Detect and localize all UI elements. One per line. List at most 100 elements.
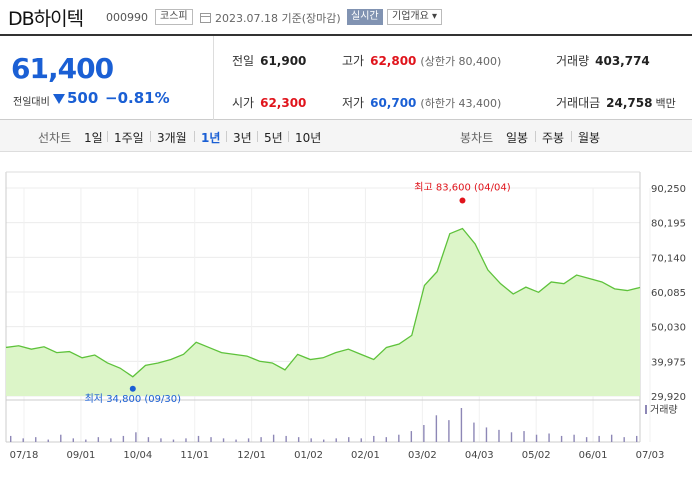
calendar-icon <box>200 13 211 23</box>
y-tick-label: 60,085 <box>651 288 686 299</box>
low-value: 60,700 <box>370 96 417 110</box>
period-1y[interactable]: 1년 <box>201 131 221 145</box>
x-tick-label: 05/02 <box>522 450 551 461</box>
volume-bar <box>523 431 525 442</box>
high-annotation: 최고 83,600 (04/04) <box>414 182 510 194</box>
period-1w[interactable]: 1주일 <box>114 131 144 145</box>
upper-limit: (상한가 80,400) <box>420 55 502 68</box>
separator <box>571 131 572 142</box>
volume-bar <box>247 438 250 442</box>
volume-bar <box>335 438 337 442</box>
separator <box>107 131 108 142</box>
change-label: 전일대비 <box>13 97 50 108</box>
volume-bar <box>360 438 362 442</box>
separator <box>226 131 227 142</box>
period-3y[interactable]: 3년 <box>233 131 252 145</box>
volume-bar <box>235 439 237 442</box>
volume-bar <box>423 425 425 442</box>
volume-bar <box>636 435 638 442</box>
volume-bar <box>285 435 287 442</box>
volume-bar <box>147 437 150 442</box>
volume-legend-swatch <box>645 405 647 414</box>
volume-bar <box>72 438 74 442</box>
x-tick-label: 06/01 <box>579 450 608 461</box>
y-tick-label: 39,975 <box>651 357 686 368</box>
volume-bar <box>60 434 62 442</box>
amount-label: 거래대금 <box>556 96 601 110</box>
realtime-button[interactable]: 실시간 <box>347 9 383 25</box>
market-badge: 코스피 <box>155 9 193 25</box>
lower-limit: (하한가 43,400) <box>420 97 502 110</box>
x-tick-label: 09/01 <box>66 450 95 461</box>
volume-bar <box>310 438 312 442</box>
amount-unit: 백만 <box>655 97 676 110</box>
stock-code: 000990 <box>106 11 148 24</box>
open-label: 시가 <box>232 96 255 110</box>
x-tick-label: 07/03 <box>636 450 665 461</box>
high-label: 고가 <box>342 54 365 68</box>
date-text: 2023.07.18 기준(장마감) <box>215 12 341 25</box>
volume-bar <box>510 432 513 442</box>
candle-weekly[interactable]: 주봉 <box>542 131 565 145</box>
volume-bar <box>623 437 625 442</box>
volume-bar <box>35 437 37 442</box>
change-rate: −0.81% <box>105 89 170 107</box>
volume-bar <box>122 435 125 442</box>
volume-bar <box>10 435 12 442</box>
price-chart[interactable]: 90,250 80,195 70,140 60,085 50,030 39,975 29,9… <box>0 152 692 473</box>
candle-monthly[interactable]: 월봉 <box>578 131 601 145</box>
volume-bar <box>573 434 575 442</box>
period-3m[interactable]: 3개월 <box>157 131 187 145</box>
period-toolbar: 선차트 1일 1주일 3개월 1년 3년 5년 10년 봉차트 일봉 주봉 월봉 <box>0 120 692 152</box>
volume-bar <box>47 439 49 442</box>
volume-bar <box>272 434 275 442</box>
x-tick-label: 04/03 <box>465 450 494 461</box>
date-info: 2023.07.18 기준(장마감) <box>200 10 341 26</box>
stat-prev-close: 전일 61,900 <box>232 52 306 69</box>
volume-bar <box>610 434 613 442</box>
volume-bar <box>398 434 400 442</box>
low-marker <box>129 385 136 392</box>
volume-bar <box>85 439 87 442</box>
volume-bar <box>22 438 24 442</box>
x-tick-label: 02/01 <box>351 450 380 461</box>
volume-bar <box>498 429 500 442</box>
change-value: 500 <box>67 89 99 107</box>
x-tick-label: 01/02 <box>294 450 323 461</box>
x-tick-label: 12/01 <box>237 450 266 461</box>
candle-daily[interactable]: 일봉 <box>506 131 529 145</box>
volume-bar <box>172 439 175 442</box>
price-chart-svg[interactable]: 90,250 80,195 70,140 60,085 50,030 39,975 29,9… <box>0 152 692 473</box>
x-tick-label: 07/18 <box>10 450 39 461</box>
volume-bar <box>598 435 600 442</box>
period-10y[interactable]: 10년 <box>295 131 322 145</box>
volume-bar <box>197 435 200 442</box>
volume-bar <box>460 408 463 442</box>
x-tick-label: 03/02 <box>408 450 437 461</box>
separator <box>288 131 289 142</box>
stat-high: 고가 62,800 (상한가 80,400) <box>342 52 501 69</box>
volume-bar <box>97 437 100 442</box>
y-tick-label: 90,250 <box>651 184 686 195</box>
volume-label: 거래량 <box>556 54 590 68</box>
low-annotation: 최저 34,800 (09/30) <box>85 393 181 405</box>
down-arrow-icon <box>53 94 65 104</box>
volume-bar <box>160 438 162 442</box>
separator <box>535 131 536 142</box>
volume-bar <box>448 420 450 442</box>
high-value: 62,800 <box>370 54 417 68</box>
period-1d[interactable]: 1일 <box>84 131 103 145</box>
separator <box>257 131 258 142</box>
company-overview-dropdown[interactable]: 기업개요 ▾ <box>387 9 442 25</box>
volume-bar <box>110 438 112 442</box>
y-tick-label: 70,140 <box>651 253 686 264</box>
volume-bar <box>548 433 550 442</box>
current-price-box: 61,400 전일대비 500 −0.81% <box>0 36 214 120</box>
low-label: 저가 <box>342 96 365 110</box>
separator <box>194 131 195 142</box>
price-area-fill <box>6 228 640 396</box>
stat-volume: 거래량 403,774 <box>556 52 650 69</box>
period-5y[interactable]: 5년 <box>264 131 283 145</box>
volume-bar <box>297 437 300 442</box>
open-value: 62,300 <box>260 96 307 110</box>
